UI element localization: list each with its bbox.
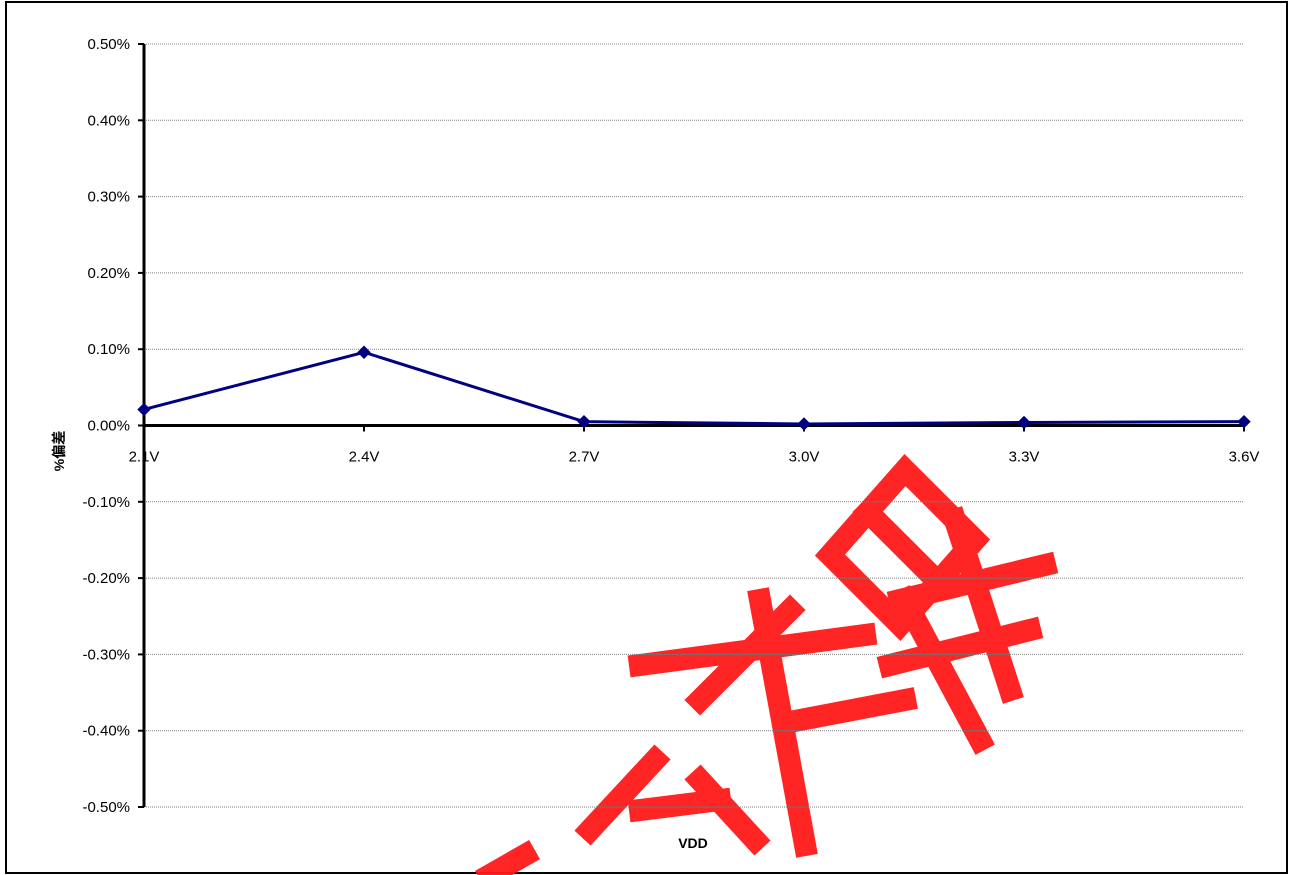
watermark-logo <box>474 453 1059 875</box>
data-point-marker <box>1017 415 1031 430</box>
y-tick-label: 0.40% <box>87 112 130 129</box>
data-point-marker <box>1237 414 1251 429</box>
y-tick-label: -0.50% <box>82 799 130 816</box>
y-tick-label: 0.20% <box>87 265 130 282</box>
y-tick-label: 0.00% <box>87 418 130 435</box>
x-axis-title: VDD <box>678 835 708 851</box>
y-tick-label: -0.10% <box>82 494 130 511</box>
y-tick-label: -0.40% <box>82 723 130 740</box>
data-point-marker <box>577 414 591 429</box>
y-tick-label: -0.20% <box>82 570 130 587</box>
y-axis-title: %偏差 <box>51 431 67 471</box>
y-tick-label: 0.10% <box>87 341 130 358</box>
x-tick-label: 2.4V <box>349 449 380 466</box>
data-point-marker <box>797 417 811 431</box>
x-tick-label: 3.6V <box>1229 449 1260 466</box>
y-tick-label: 0.30% <box>87 189 130 206</box>
y-tick-label: 0.50% <box>87 36 130 53</box>
data-point-marker <box>137 402 151 417</box>
x-tick-label: 3.0V <box>789 449 820 466</box>
series-polyline <box>143 350 1245 426</box>
x-tick-labels: 2.1V2.4V2.7V3.0V3.3V3.6V <box>129 425 1260 466</box>
y-tick-label: -0.30% <box>82 646 130 663</box>
chart-border <box>5 1 1288 874</box>
x-tick-label: 3.3V <box>1009 449 1040 466</box>
data-point-marker <box>357 345 371 359</box>
series-line <box>137 345 1251 431</box>
y-gridlines <box>144 43 1244 808</box>
x-tick-label: 2.7V <box>569 449 600 466</box>
y-tick-labels: 0.50% 0.40% 0.30% 0.20% 0.10% 0.00% -0.10% -0.2… <box>82 36 144 816</box>
